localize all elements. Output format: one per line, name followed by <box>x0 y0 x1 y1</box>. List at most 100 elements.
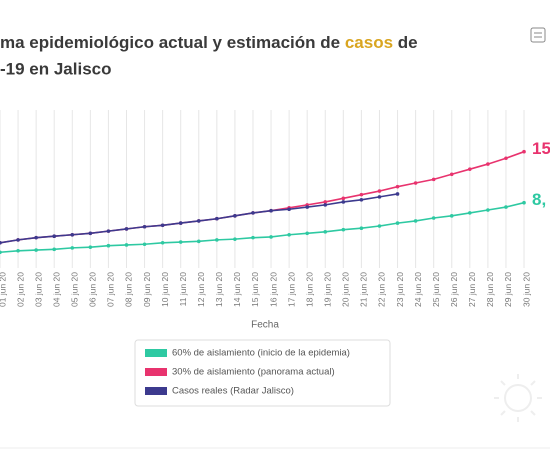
data-point <box>196 219 201 223</box>
data-point <box>160 223 165 228</box>
data-point <box>124 243 129 247</box>
data-point <box>413 181 418 185</box>
x-tick-label: 28 jun 20 <box>485 272 495 307</box>
data-point <box>341 200 346 204</box>
x-tick-label: 03 jun 20 <box>33 272 43 307</box>
data-point <box>449 172 454 177</box>
data-point <box>323 200 328 204</box>
data-point <box>52 247 57 252</box>
data-point <box>34 235 38 240</box>
data-point <box>233 237 237 241</box>
legend-swatch <box>145 368 167 376</box>
data-point <box>395 221 400 225</box>
data-point <box>486 162 490 166</box>
chart-title-line2: -19 en Jalisco <box>0 59 112 78</box>
data-point <box>178 221 183 225</box>
data-point <box>449 214 454 218</box>
x-tick-label: 10 jun 20 <box>160 272 170 307</box>
data-point <box>377 224 382 228</box>
data-point <box>504 205 508 209</box>
x-tick-label: 15 jun 20 <box>250 272 260 307</box>
x-tick-label: 12 jun 20 <box>196 272 206 307</box>
data-point <box>395 184 400 189</box>
data-point <box>0 250 2 255</box>
data-point <box>305 231 309 236</box>
logo <box>530 27 546 43</box>
data-point <box>305 205 309 209</box>
data-point <box>251 211 255 215</box>
data-point <box>468 211 472 215</box>
x-tick-label: 17 jun 20 <box>286 272 296 307</box>
data-point <box>215 216 219 221</box>
chart-title: ma epidemiológico actual y estimación de… <box>0 33 418 52</box>
data-point <box>269 235 273 239</box>
data-point <box>359 226 364 231</box>
data-point <box>359 192 364 197</box>
data-point <box>233 214 237 218</box>
x-tick-label: 20 jun 20 <box>341 272 351 307</box>
x-tick-label: 16 jun 20 <box>268 272 278 307</box>
x-tick-label: 07 jun 20 <box>106 272 116 307</box>
data-point <box>486 208 490 212</box>
data-point <box>124 227 129 231</box>
end-label: 15 <box>532 139 550 158</box>
x-tick-label: 04 jun 20 <box>51 272 61 307</box>
x-tick-label: 30 jun 20 <box>521 272 531 307</box>
x-tick-label: 11 jun 20 <box>178 272 188 307</box>
data-point <box>106 229 111 233</box>
series-line <box>0 201 525 254</box>
data-point <box>178 240 183 244</box>
data-point <box>377 195 382 199</box>
data-point <box>395 192 400 196</box>
data-point <box>0 240 2 245</box>
legend-label: 30% de aislamiento (panorama actual) <box>172 367 335 378</box>
sun-icon <box>494 374 542 422</box>
data-point <box>431 216 436 220</box>
data-point <box>142 224 147 229</box>
data-point <box>359 197 364 202</box>
x-tick-label: 18 jun 20 <box>304 272 314 307</box>
x-tick-label: 14 jun 20 <box>232 272 242 307</box>
data-point <box>70 232 75 237</box>
x-tick-label: 24 jun 20 <box>413 272 423 307</box>
x-tick-label: 08 jun 20 <box>124 272 134 307</box>
data-point <box>70 246 75 250</box>
data-point <box>377 189 382 193</box>
data-point <box>160 240 165 245</box>
x-tick-label: 29 jun 20 <box>503 272 513 307</box>
x-tick-label: 27 jun 20 <box>467 272 477 307</box>
x-tick-label: 19 jun 20 <box>323 272 333 307</box>
legend-label: 60% de aislamiento (inicio de la epidemi… <box>172 348 350 359</box>
x-tick-label: 22 jun 20 <box>377 272 387 307</box>
data-point <box>522 200 526 205</box>
data-point <box>468 167 472 171</box>
x-tick-label: 01 jun 20 <box>0 272 7 307</box>
data-point <box>287 207 291 212</box>
end-label: 8, <box>532 190 546 209</box>
x-tick-label: 09 jun 20 <box>142 272 152 307</box>
x-axis-label: Fecha <box>251 320 279 331</box>
x-tick-label: 02 jun 20 <box>15 272 25 307</box>
legend-label: Casos reales (Radar Jalisco) <box>172 386 294 397</box>
data-point <box>504 156 508 161</box>
x-tick-label: 13 jun 20 <box>214 272 224 307</box>
data-point <box>341 227 346 232</box>
title-highlight: casos <box>345 33 393 52</box>
legend <box>134 339 391 407</box>
data-point <box>431 177 436 182</box>
data-point <box>323 203 328 207</box>
title-part: de <box>393 33 418 52</box>
data-point <box>215 238 219 242</box>
x-tick-label: 06 jun 20 <box>88 272 98 307</box>
data-point <box>196 239 201 244</box>
x-tick-label: 26 jun 20 <box>449 272 459 307</box>
x-tick-label: 23 jun 20 <box>395 272 405 307</box>
data-point <box>522 149 526 154</box>
data-point <box>16 238 20 242</box>
legend-swatch <box>145 387 167 395</box>
data-point <box>106 243 111 248</box>
data-point <box>16 248 20 253</box>
title-part: ma epidemiológico actual y estimación de <box>0 33 345 52</box>
data-point <box>287 232 291 237</box>
